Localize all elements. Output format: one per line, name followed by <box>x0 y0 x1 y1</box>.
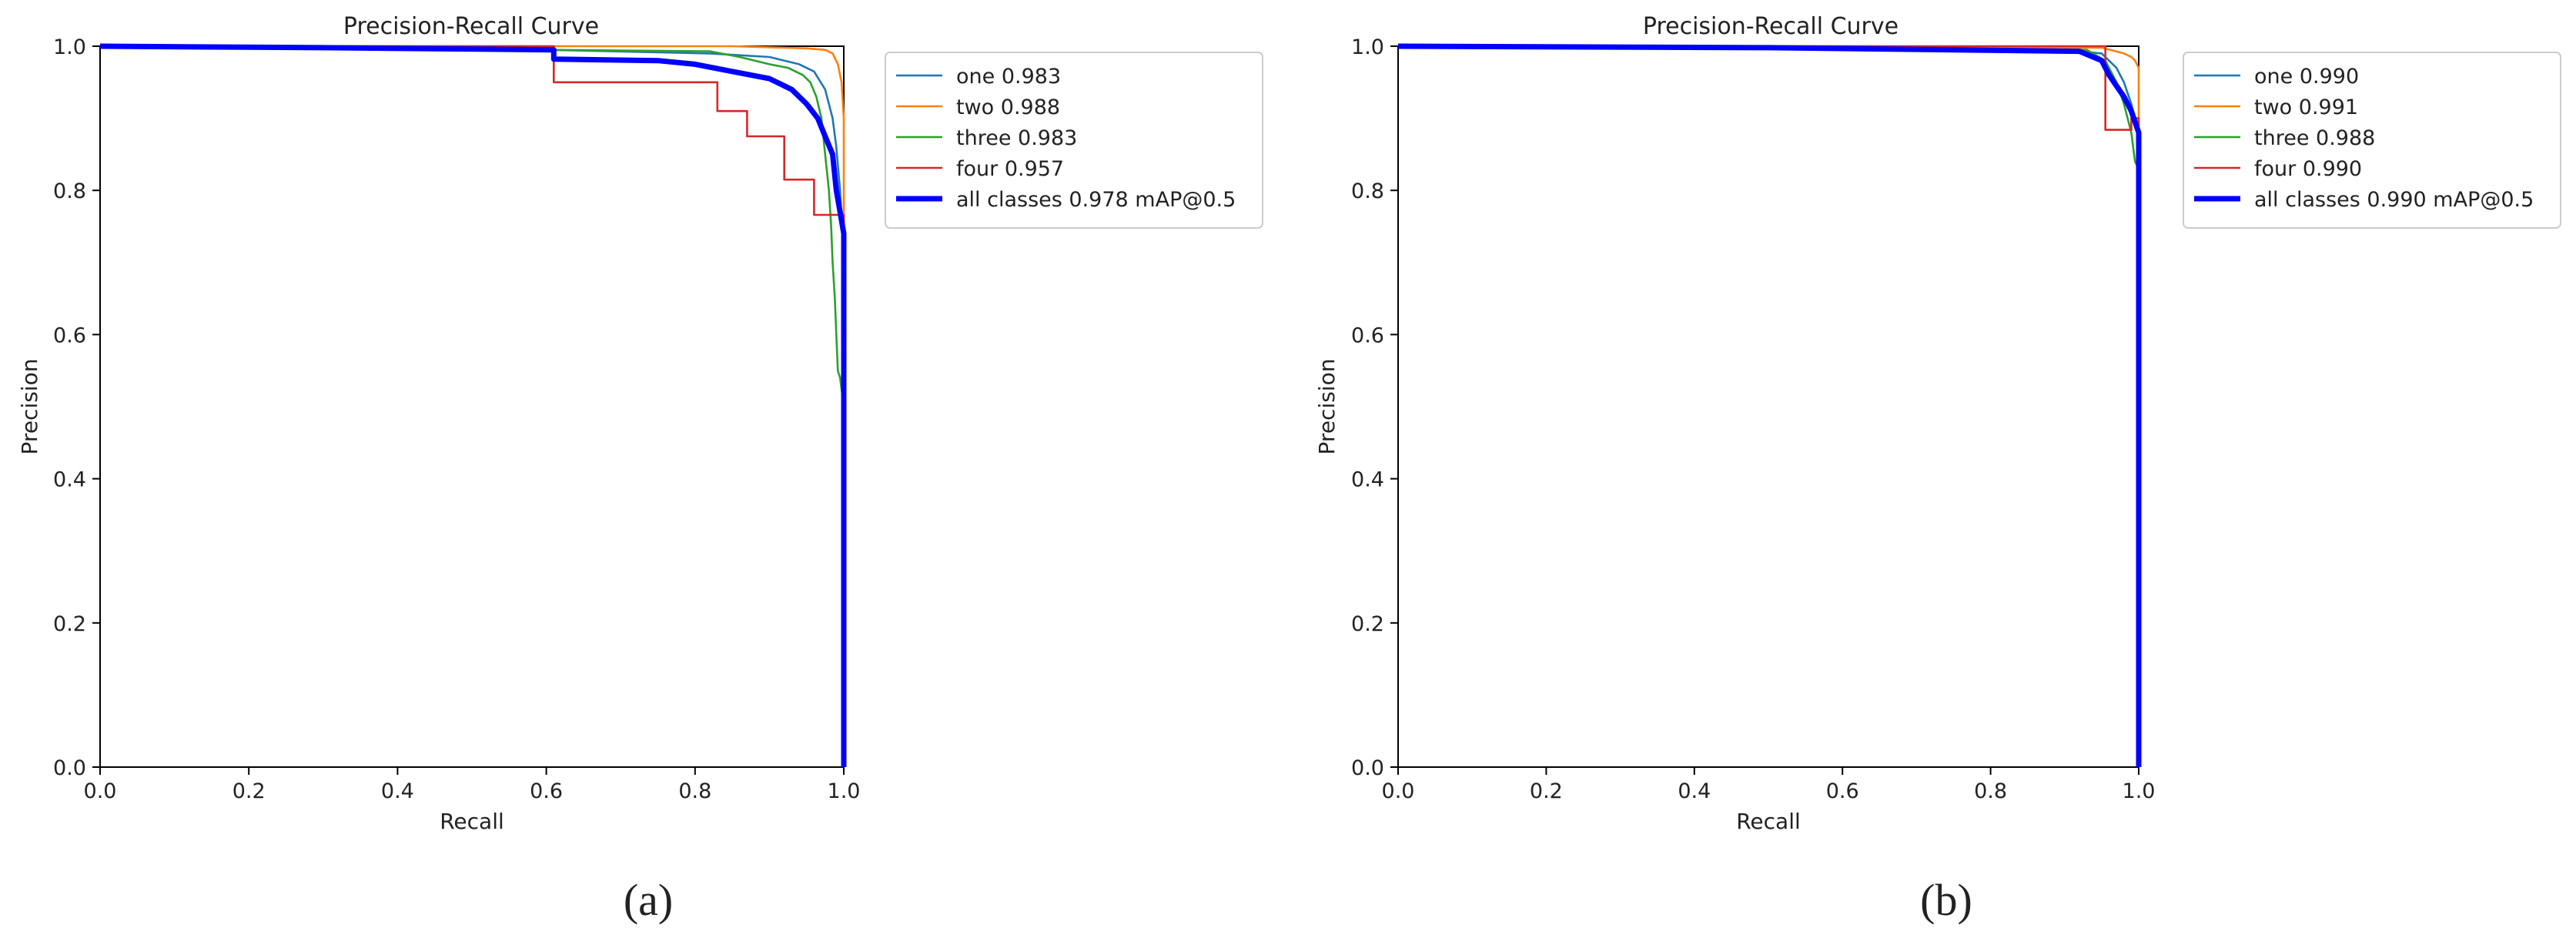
y-tick-label: 0.4 <box>53 468 86 492</box>
legend-entry: two 0.991 <box>2254 96 2358 119</box>
legend-frame <box>2183 52 2561 229</box>
y-tick-label: 0.6 <box>53 323 86 347</box>
legend-entry: three 0.988 <box>2254 126 2375 150</box>
x-tick-label: 1.0 <box>828 779 861 803</box>
x-tick-label: 0.6 <box>530 779 563 803</box>
tick-layer: 0.0 0.2 0.4 0.6 0.8 1.0 0.0 0.2 0.4 0.6 0.8 1.0 <box>53 35 860 803</box>
series-line-4 <box>99 43 847 767</box>
legend-entry: two 0.988 <box>956 96 1060 119</box>
legend-entry: all classes 0.990 mAP@0.5 <box>2254 188 2534 212</box>
plot-frame <box>99 45 845 768</box>
legend-frame <box>885 52 1263 229</box>
y-tick-label: 0.8 <box>53 179 86 203</box>
y-axis-label: Precision <box>1314 359 1340 455</box>
plot-area <box>1397 45 2139 768</box>
legend-entry: one 0.990 <box>2254 65 2359 89</box>
pr-chart-a: Precision-Recall Curve 0.0 0.2 0.4 0.6 0.8 1.… <box>17 13 1263 925</box>
y-tick-label: 0.0 <box>1351 756 1384 780</box>
x-tick-label: 0.4 <box>1678 779 1711 803</box>
legend-entry: three 0.983 <box>956 126 1077 150</box>
series-line-1 <box>100 45 845 767</box>
x-tick-label: 0.2 <box>233 779 266 803</box>
chart-title: Precision-Recall Curve <box>1643 13 1899 40</box>
plot-frame <box>1397 45 2139 768</box>
series-line-2 <box>100 45 845 767</box>
y-axis-label: Precision <box>17 359 42 455</box>
series-layer <box>1397 43 2142 767</box>
x-tick-label: 0.8 <box>1974 779 2007 803</box>
panel-label: (a) <box>624 875 673 925</box>
series-layer <box>99 43 847 767</box>
panel-label: (b) <box>1920 875 1972 925</box>
legend-entry: one 0.983 <box>956 65 1061 89</box>
legend: one 0.990 two 0.991 three 0.988 four 0.990 a… <box>2183 52 2561 229</box>
y-tick-label: 0.4 <box>1351 468 1384 492</box>
tick-layer: 0.0 0.2 0.4 0.6 0.8 1.0 0.0 0.2 0.4 0.6 0.8 1.0 <box>1351 35 2155 803</box>
chart-title: Precision-Recall Curve <box>343 13 599 40</box>
series-line-3 <box>100 45 845 767</box>
x-tick-label: 0.2 <box>1530 779 1563 803</box>
legend: one 0.983 two 0.988 three 0.983 four 0.957 a… <box>885 52 1263 229</box>
legend-entry: four 0.990 <box>2254 157 2362 181</box>
x-tick-label: 1.0 <box>2123 779 2156 803</box>
x-axis-label: Recall <box>440 809 504 834</box>
y-tick-label: 1.0 <box>1351 35 1384 59</box>
y-tick-label: 1.0 <box>53 35 86 59</box>
x-axis-label: Recall <box>1736 809 1801 834</box>
x-tick-label: 0.0 <box>1382 779 1415 803</box>
series-line-3 <box>1398 45 2140 767</box>
plot-area <box>99 45 845 768</box>
x-tick-label: 0.6 <box>1826 779 1859 803</box>
pr-chart-b: Precision-Recall Curve 0.0 0.2 0.4 0.6 0.8 1.… <box>1314 13 2561 925</box>
y-tick-label: 0.8 <box>1351 179 1384 203</box>
x-tick-label: 0.8 <box>678 779 711 803</box>
y-tick-label: 0.2 <box>53 612 86 636</box>
y-tick-label: 0.0 <box>53 756 86 780</box>
legend-entry: all classes 0.978 mAP@0.5 <box>956 188 1236 212</box>
y-tick-label: 0.6 <box>1351 323 1384 347</box>
x-tick-label: 0.0 <box>84 779 117 803</box>
x-tick-label: 0.4 <box>381 779 414 803</box>
legend-entry: four 0.957 <box>956 157 1064 181</box>
y-tick-label: 0.2 <box>1351 612 1384 636</box>
series-line-4 <box>1397 43 2142 767</box>
